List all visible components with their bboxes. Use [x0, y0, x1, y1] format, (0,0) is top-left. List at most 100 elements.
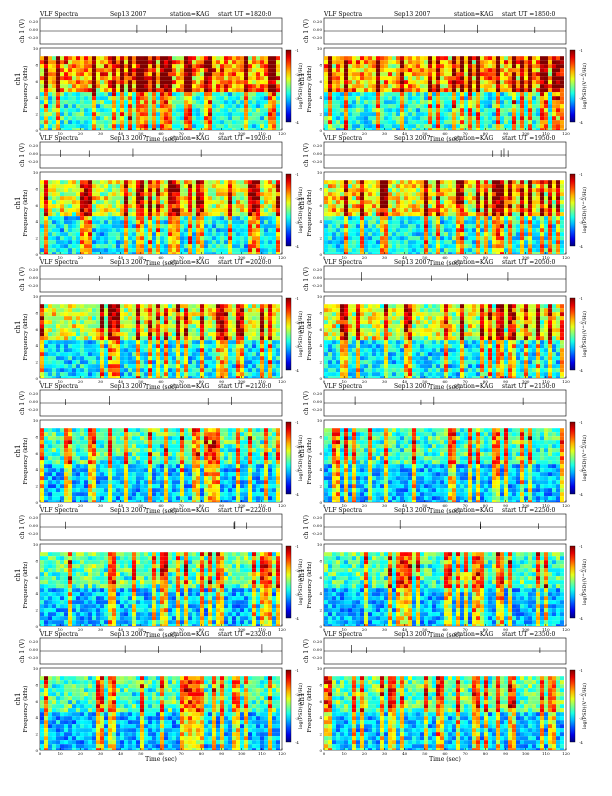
spectrogram-cell	[92, 96, 96, 100]
spectrogram-cell	[416, 88, 420, 92]
spectrogram-cell	[232, 64, 236, 68]
spectrogram-cell	[272, 100, 276, 104]
spectrogram-cell	[428, 100, 432, 104]
spectrogram-cell	[464, 188, 468, 192]
spectrogram-cell	[256, 120, 260, 124]
spectrogram-cell	[480, 236, 484, 240]
spectrogram-cell	[364, 80, 368, 84]
spectrogram-cell	[108, 212, 112, 216]
spectrogram-cell	[432, 96, 436, 100]
spectrogram-cell	[112, 188, 116, 192]
spectrogram-cell	[88, 100, 92, 104]
spectrogram-cell	[148, 96, 152, 100]
spectrogram-cell	[352, 200, 356, 204]
spectrogram-cell	[456, 120, 460, 124]
spectrogram-cell	[404, 80, 408, 84]
spectrogram-cell	[400, 252, 404, 254]
spectrogram-cell	[212, 236, 216, 240]
spectrogram-cell	[40, 100, 44, 104]
spectrogram-cell	[64, 240, 68, 244]
spectrogram-cell	[436, 92, 440, 96]
spectrogram-cell	[332, 112, 336, 116]
spectrogram-cell	[216, 76, 220, 80]
spectrogram-cell	[268, 204, 272, 208]
spectrogram-cell	[40, 304, 44, 308]
spectrogram-cell	[180, 76, 184, 80]
spectrogram-cell	[420, 236, 424, 240]
spectrogram-cell	[344, 252, 348, 254]
spectrogram-cell	[348, 232, 352, 236]
spectrogram-cell	[264, 216, 268, 220]
spectrogram-cell	[216, 224, 220, 228]
spectrogram-cell	[396, 220, 400, 224]
spectrogram-cell	[500, 60, 504, 64]
spectrogram-cell	[244, 184, 248, 188]
spectrogram-cell	[116, 212, 120, 216]
spectrogram-cell	[248, 64, 252, 68]
spectrogram-cell	[368, 184, 372, 188]
spectrogram-cell	[476, 92, 480, 96]
spectrogram-cell	[480, 216, 484, 220]
spectrogram-cell	[512, 224, 516, 228]
spectrogram-cell	[268, 200, 272, 204]
spectrogram-cell	[328, 116, 332, 120]
frequency-tick-label: 4	[319, 219, 322, 224]
spectrogram-cell	[428, 196, 432, 200]
spectrogram-cell	[456, 220, 460, 224]
spectrogram-cell	[52, 108, 56, 112]
spectrogram-cell	[128, 196, 132, 200]
spectrogram-cell	[44, 84, 48, 88]
spectrogram-cell	[368, 64, 372, 68]
spectrogram-cell	[148, 116, 152, 120]
spectrogram-cell	[188, 120, 192, 124]
spectrogram-cell	[436, 188, 440, 192]
spectrogram-cell	[548, 88, 552, 92]
spectrogram-cell	[272, 196, 276, 200]
spectrogram-cell	[172, 96, 176, 100]
spectrogram-cell	[556, 64, 560, 68]
spectrogram-cell	[424, 184, 428, 188]
spectrogram-cell	[76, 236, 80, 240]
spectrogram-cell	[64, 372, 68, 376]
spectrogram-cell	[56, 88, 60, 92]
spectrogram-cell	[428, 56, 432, 60]
spectrogram-cell	[344, 244, 348, 248]
spectrogram-cell	[332, 56, 336, 60]
spectrogram-cell	[192, 216, 196, 220]
colorbar-tick-label: -1	[579, 49, 582, 53]
spectrogram-cell	[40, 104, 44, 108]
spectrogram-cell	[204, 204, 208, 208]
spectrogram-cell	[44, 208, 48, 212]
spectrogram-cell	[192, 56, 196, 60]
spectrogram-cell	[176, 104, 180, 108]
spectrogram-cell	[180, 228, 184, 232]
spectrogram-cell	[356, 100, 360, 104]
spectrogram-cell	[96, 244, 100, 248]
spectrogram-cell	[60, 100, 64, 104]
spectrogram-cell	[560, 76, 564, 80]
spectrogram-cell	[548, 216, 552, 220]
spectrogram-cell	[60, 244, 64, 248]
spectrogram-cell	[60, 252, 64, 254]
spectrogram-cell	[156, 220, 160, 224]
spectrogram-cell	[480, 92, 484, 96]
spectrogram-cell	[424, 196, 428, 200]
spectrogram-cell	[376, 120, 380, 124]
spectrogram-cell	[528, 68, 532, 72]
spectrogram-cell	[200, 180, 204, 184]
spectrogram-cell	[208, 208, 212, 212]
spectrogram-cell	[496, 64, 500, 68]
spectrogram-cell	[348, 112, 352, 116]
spectrogram-cell	[416, 208, 420, 212]
spectrogram-cell	[56, 244, 60, 248]
spectrogram-cell	[272, 248, 276, 252]
spectrogram-cell	[380, 200, 384, 204]
spectrogram-cell	[268, 88, 272, 92]
spectrogram-cell	[472, 60, 476, 64]
spectrogram-cell	[132, 192, 136, 196]
spectrogram-cell	[336, 88, 340, 92]
spectrogram-cell	[340, 248, 344, 252]
spectrogram-cell	[404, 216, 408, 220]
spectrogram-cell	[60, 372, 64, 376]
spectrogram-cell	[468, 64, 472, 68]
